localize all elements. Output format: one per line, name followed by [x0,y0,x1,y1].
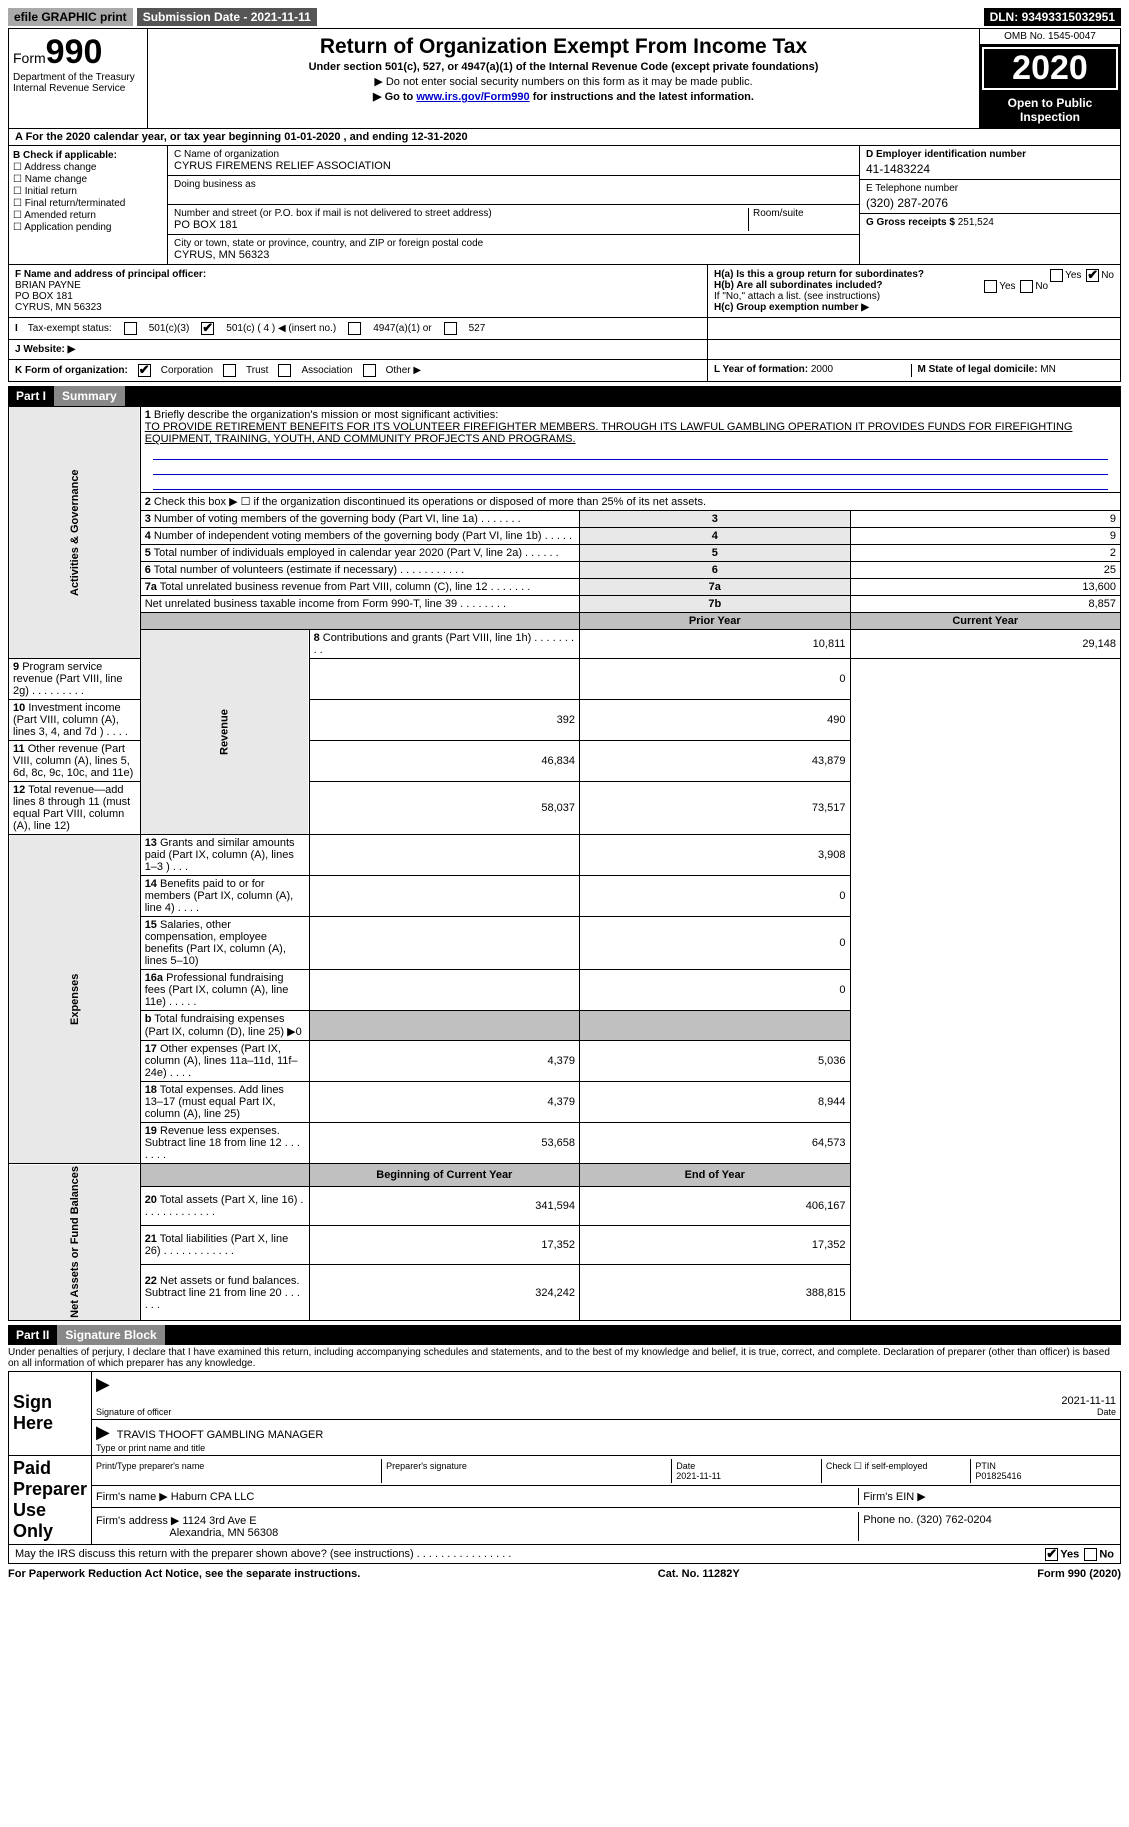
phone-value: (320) 287-2076 [866,196,1114,210]
domicile-state: MN [1040,364,1056,375]
part1-title: Summary [54,386,125,406]
paid-preparer-label: Paid Preparer Use Only [9,1455,92,1544]
part2-header: Part II [8,1325,57,1345]
discuss-yes[interactable] [1045,1548,1058,1561]
officer-name: BRIAN PAYNE [15,280,81,291]
part2-title: Signature Block [57,1325,164,1345]
hb-no[interactable] [1020,280,1033,293]
ein-value: 41-1483224 [866,162,1114,176]
501c-check[interactable] [201,322,214,335]
firm-name: Haburn CPA LLC [171,1491,255,1503]
phone-label: E Telephone number [866,183,958,194]
part1-header: Part I [8,386,54,406]
gross-value: 251,524 [958,217,994,228]
firm-city: Alexandria, MN 56308 [169,1527,278,1539]
ha-no[interactable] [1086,269,1099,282]
discuss-text: May the IRS discuss this return with the… [15,1548,511,1560]
officer-print-name: TRAVIS THOOFT GAMBLING MANAGER [117,1429,324,1441]
footer-mid: Cat. No. 11282Y [658,1568,740,1580]
dept-label: Department of the Treasury Internal Reve… [13,72,143,94]
governance-label: Activities & Governance [9,407,141,659]
form-title: Return of Organization Exempt From Incom… [156,35,971,59]
officer-addr1: PO BOX 181 [15,291,73,302]
form-number: 990 [46,33,103,72]
summary-table: Activities & Governance 1 Briefly descri… [8,406,1121,1321]
penalties-text: Under penalties of perjury, I declare th… [8,1345,1121,1371]
501c3-check[interactable] [124,322,137,335]
other-check[interactable] [363,364,376,377]
city-state-zip: CYRUS, MN 56323 [174,249,853,261]
form-subtitle: Under section 501(c), 527, or 4947(a)(1)… [156,61,971,73]
firm-phone: (320) 762-0204 [916,1514,991,1526]
revenue-label: Revenue [140,630,309,835]
instructions-link[interactable]: www.irs.gov/Form990 [416,91,529,103]
mission-text: TO PROVIDE RETIREMENT BENEFITS FOR ITS V… [145,421,1073,445]
topbar: efile GRAPHIC print Submission Date - 20… [8,8,1121,26]
netassets-label: Net Assets or Fund Balances [9,1164,141,1321]
signature-table: Sign Here ▶ 2021-11-11 Signature of offi… [8,1371,1121,1545]
addr-label: Number and street (or P.O. box if mail i… [174,208,492,219]
sig-date: 2021-11-11 [1061,1395,1116,1407]
4947-check[interactable] [348,322,361,335]
inspection-label: Open to Public Inspection [980,92,1120,128]
efile-button[interactable]: efile GRAPHIC print [8,8,133,26]
ein-label: D Employer identification number [866,149,1026,160]
officer-addr2: CYRUS, MN 56323 [15,302,102,313]
submission-date-box: Submission Date - 2021-11-11 [137,8,317,26]
ptin-value: P01825416 [975,1471,1021,1481]
discuss-no[interactable] [1084,1548,1097,1561]
street-address: PO BOX 181 [174,219,748,231]
formation-year: 2000 [811,364,833,375]
assoc-check[interactable] [278,364,291,377]
dln-box: DLN: 93493315032951 [984,8,1121,26]
city-label: City or town, state or province, country… [174,238,483,249]
footer-left: For Paperwork Reduction Act Notice, see … [8,1568,360,1580]
org-name: CYRUS FIREMENS RELIEF ASSOCIATION [174,160,853,172]
expenses-label: Expenses [9,835,141,1164]
tax-status-label: Tax-exempt status: [28,323,112,334]
form-prefix: Form [13,50,46,66]
corp-check[interactable] [138,364,151,377]
trust-check[interactable] [223,364,236,377]
name-label: C Name of organization [174,149,279,160]
ha-yes[interactable] [1050,269,1063,282]
dba-label: Doing business as [174,179,256,190]
officer-label: F Name and address of principal officer: [15,269,206,280]
form-header: Form 990 Department of the Treasury Inte… [8,28,1121,129]
period-row: A For the 2020 calendar year, or tax yea… [8,129,1121,146]
room-label: Room/suite [753,208,804,219]
ssn-note: ▶ Do not enter social security numbers o… [156,75,971,88]
info-grid: B Check if applicable: ☐ Address change … [8,146,1121,265]
sign-here-label: Sign Here [9,1371,92,1455]
omb-number: OMB No. 1545-0047 [980,29,1120,45]
527-check[interactable] [444,322,457,335]
section-b-title: B Check if applicable: [13,150,117,161]
firm-address: 1124 3rd Ave E [182,1515,256,1527]
website-label: Website: ▶ [23,344,75,355]
gross-label: G Gross receipts $ [866,217,958,228]
footer-right: Form 990 (2020) [1037,1568,1121,1580]
hb-yes[interactable] [984,280,997,293]
tax-year: 2020 [982,47,1118,90]
